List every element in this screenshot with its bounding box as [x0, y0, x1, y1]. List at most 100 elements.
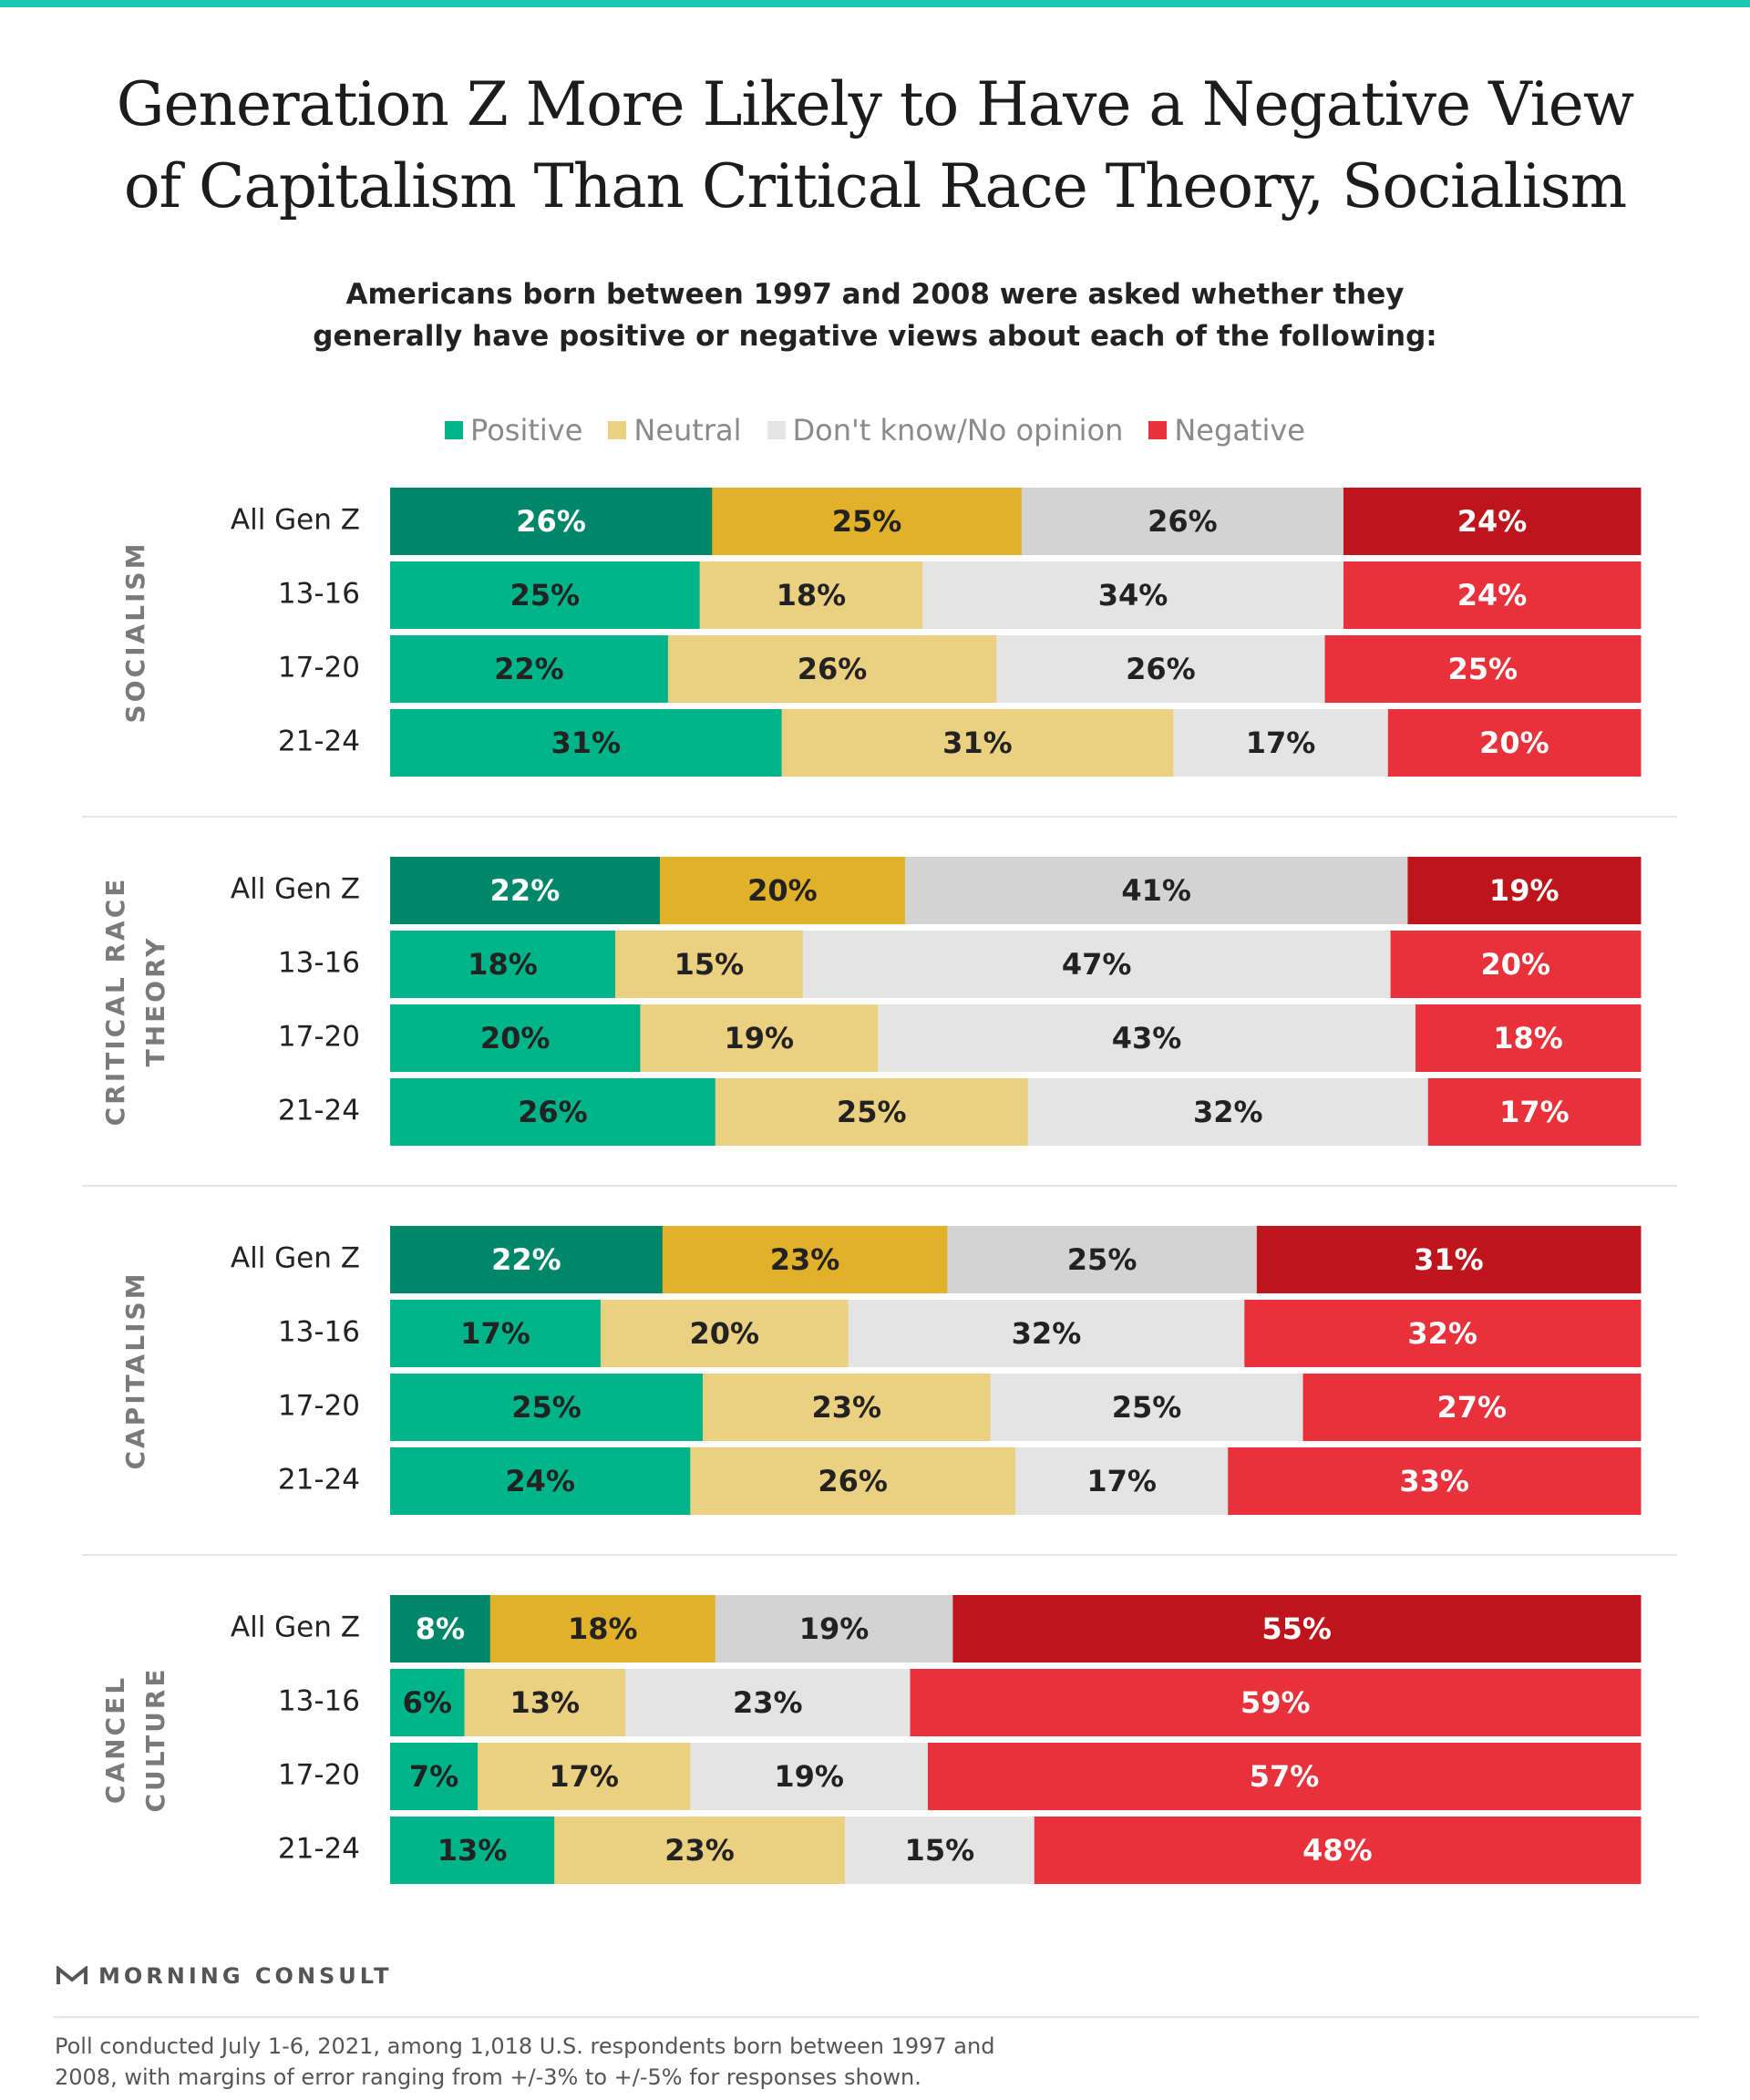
legend-item-neutral: Neutral: [608, 413, 742, 448]
bar-segment-negative: [1034, 1817, 1642, 1884]
bar-segment-negative: [1256, 1226, 1642, 1293]
legend-swatch-negative: [1148, 421, 1168, 439]
data-label-negative: 25%: [1447, 652, 1518, 686]
data-label-positive: 22%: [491, 1242, 561, 1277]
bar-segment-positive: [390, 931, 616, 998]
row-label: 21-24: [278, 1095, 360, 1127]
data-label-dont-know: 19%: [774, 1759, 844, 1794]
row-label: 21-24: [278, 1833, 360, 1866]
group-divider: [82, 1554, 1677, 1556]
row-label: All Gen Z: [231, 873, 360, 906]
group-3: CAPITALISM All Gen Z 22% 23% 25% 31% 13-16 17% 2…: [82, 1185, 1677, 1515]
data-label-dont-know: 23%: [733, 1685, 803, 1720]
chart-subtitle: Americans born between 1997 and 2008 wer…: [0, 273, 1750, 357]
data-label-positive: 22%: [490, 873, 561, 908]
data-label-dont-know: 41%: [1121, 873, 1191, 908]
row-label: 17-20: [278, 1021, 360, 1054]
data-label-dont-know: 25%: [1067, 1242, 1138, 1277]
data-label-negative: 18%: [1493, 1021, 1563, 1055]
bar-segment-dont-know: [904, 857, 1408, 924]
data-label-negative: 32%: [1407, 1316, 1477, 1351]
data-label-positive: 18%: [468, 947, 538, 982]
row-label: All Gen Z: [231, 1611, 360, 1644]
brand-logo: MORNING CONSULT: [57, 1963, 393, 1989]
bar-segment-positive: [390, 1817, 555, 1884]
data-label-positive: 26%: [518, 1095, 588, 1129]
bar-segment-neutral: [659, 857, 906, 924]
bar-segment-negative: [1415, 1004, 1642, 1072]
data-label-dont-know: 47%: [1062, 947, 1132, 982]
bar-segment-neutral: [699, 561, 923, 629]
legend-label-negative: Negative: [1174, 413, 1305, 448]
legend-item-positive: Positive: [445, 413, 582, 448]
bar-segment-positive: [390, 1078, 716, 1146]
bar-segment-dont-know: [1173, 709, 1389, 777]
brand-mark-icon: [57, 1966, 88, 1984]
bar-segment-negative: [1343, 488, 1642, 555]
data-label-positive: 24%: [505, 1464, 575, 1498]
bar-segment-positive: [390, 561, 701, 629]
bar-segment-negative: [1302, 1374, 1642, 1441]
legend-item-dont-know: Don't know/No opinion: [767, 413, 1124, 448]
data-label-dont-know: 19%: [799, 1611, 870, 1646]
bar-segment-positive: [390, 1300, 602, 1367]
bar-segment-neutral: [781, 709, 1174, 777]
row-label: All Gen Z: [231, 1242, 360, 1275]
top-accent-rule: [0, 0, 1750, 7]
row-label: 17-20: [278, 1390, 360, 1423]
data-label-neutral: 23%: [770, 1242, 840, 1277]
data-label-positive: 26%: [516, 504, 586, 539]
row-label: 13-16: [278, 1685, 360, 1718]
bar-segment-neutral: [640, 1004, 879, 1072]
row-label: 13-16: [278, 1316, 360, 1349]
bar-segment-negative: [1244, 1300, 1642, 1367]
data-label-negative: 59%: [1240, 1685, 1311, 1720]
bar-segment-neutral: [667, 635, 997, 703]
data-label-positive: 25%: [511, 1390, 582, 1425]
bar-segment-positive: [390, 1374, 704, 1441]
chart-title-line-1: Generation Z More Likely to Have a Negat…: [116, 69, 1635, 139]
bar-segment-dont-know: [1027, 1078, 1429, 1146]
bar-segment-positive: [390, 1447, 691, 1515]
bar-segment-positive: [390, 1743, 479, 1810]
group-divider: [82, 816, 1677, 818]
bar-segment-dont-know: [844, 1817, 1035, 1884]
data-label-positive: 31%: [551, 726, 622, 760]
bar-segment-dont-know: [878, 1004, 1416, 1072]
data-label-negative: 24%: [1457, 504, 1528, 539]
legend-swatch-neutral: [608, 421, 627, 439]
row-label: All Gen Z: [231, 504, 360, 537]
data-label-neutral: 18%: [777, 578, 847, 612]
footnote-line-2: 2008, with margins of error ranging from…: [55, 2064, 921, 2090]
group-2: CRITICAL RACE THEORY All Gen Z 22% 20% 41% 19%…: [82, 816, 1677, 1146]
bar-segment-positive: [390, 1595, 491, 1662]
data-label-dont-know: 17%: [1246, 726, 1316, 760]
data-label-dont-know: 32%: [1193, 1095, 1263, 1129]
bar-segment-neutral: [464, 1669, 626, 1736]
bar-segment-positive: [390, 1004, 641, 1072]
bar-segment-negative: [1427, 1078, 1642, 1146]
data-label-positive: 20%: [480, 1021, 551, 1055]
data-label-neutral: 31%: [942, 726, 1013, 760]
data-label-negative: 55%: [1261, 1611, 1332, 1646]
chart-subtitle-line-1: Americans born between 1997 and 2008 wer…: [345, 278, 1405, 311]
bar-segment-dont-know: [990, 1374, 1304, 1441]
bar-segment-negative: [1228, 1447, 1642, 1515]
legend-label-dont-know: Don't know/No opinion: [792, 413, 1124, 448]
bar-segment-dont-know: [802, 931, 1392, 998]
data-label-neutral: 23%: [811, 1390, 881, 1425]
data-label-dont-know: 15%: [905, 1833, 975, 1868]
group-4: CANCEL CULTURE All Gen Z 8% 18% 19% 55% 13-16 6%…: [82, 1554, 1677, 1884]
row-label: 17-20: [278, 1759, 360, 1792]
bar-segment-dont-know: [922, 561, 1344, 629]
data-label-neutral: 25%: [832, 504, 902, 539]
data-label-negative: 31%: [1414, 1242, 1484, 1277]
bar-segment-negative: [1324, 635, 1642, 703]
row-label: 21-24: [278, 1464, 360, 1497]
data-label-dont-know: 34%: [1098, 578, 1168, 612]
row-label: 21-24: [278, 726, 360, 758]
bar-segment-neutral: [662, 1226, 948, 1293]
footer-divider: [53, 2016, 1699, 2018]
bar-segment-positive: [390, 857, 661, 924]
